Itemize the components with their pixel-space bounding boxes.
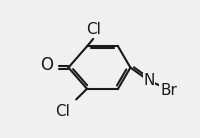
Text: Cl: Cl [86, 22, 101, 37]
Text: O: O [40, 56, 53, 74]
Text: Cl: Cl [55, 104, 70, 119]
Text: Br: Br [161, 83, 178, 98]
Text: N: N [143, 73, 155, 88]
